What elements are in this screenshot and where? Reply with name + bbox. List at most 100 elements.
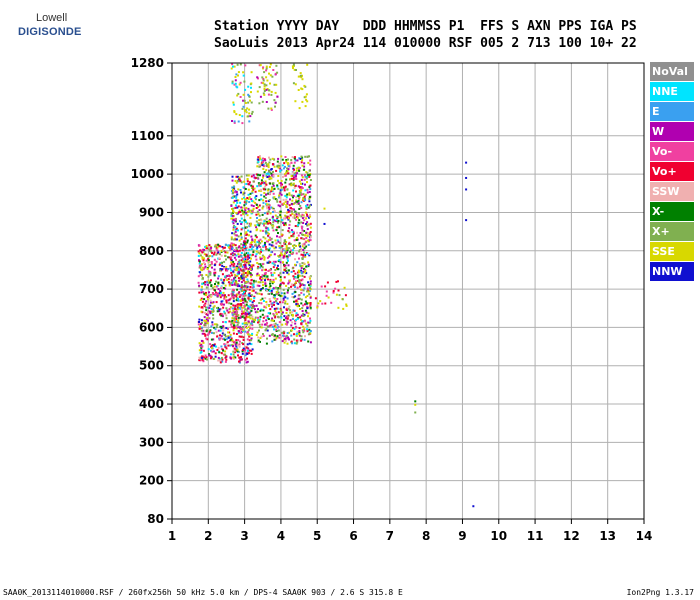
echo-point — [231, 217, 234, 220]
echo-point — [250, 257, 252, 260]
echo-point — [250, 264, 253, 267]
echo-point — [258, 244, 260, 247]
echo-point — [222, 248, 224, 251]
echo-point — [286, 193, 289, 196]
echo-point — [241, 221, 244, 224]
echo-point — [300, 250, 303, 253]
echo-point — [262, 174, 265, 177]
echo-point — [246, 241, 249, 244]
echo-point — [300, 248, 303, 250]
echo-point — [258, 199, 261, 202]
echo-point — [308, 289, 311, 292]
echo-point — [218, 351, 221, 354]
echo-point — [243, 204, 246, 207]
echo-point — [255, 173, 258, 176]
echo-point — [270, 90, 273, 93]
echo-point — [240, 232, 242, 235]
echo-point — [279, 192, 282, 195]
echo-point — [259, 238, 262, 241]
echo-point — [259, 258, 262, 261]
echo-point — [279, 276, 282, 278]
echo-point — [299, 74, 302, 77]
echo-point — [283, 247, 286, 250]
echo-point — [265, 169, 268, 172]
echo-point — [271, 206, 274, 209]
echo-point — [227, 274, 230, 277]
echo-point — [293, 217, 296, 220]
legend-entry-ssw: SSW — [650, 182, 694, 201]
echo-point — [272, 208, 275, 211]
echo-point — [295, 239, 298, 241]
echo-point — [302, 249, 305, 251]
echo-point — [256, 185, 259, 188]
echo-point — [251, 289, 254, 292]
echo-point — [285, 171, 288, 174]
echo-point — [268, 72, 270, 75]
echo-point — [280, 336, 283, 339]
echo-point — [271, 273, 274, 276]
chart-points — [197, 63, 475, 508]
echo-point — [281, 323, 284, 326]
echo-point — [261, 207, 264, 210]
echo-point — [261, 100, 264, 103]
echo-point — [279, 191, 282, 194]
echo-point — [282, 288, 285, 291]
echo-point — [279, 242, 282, 244]
echo-point — [263, 306, 266, 309]
echo-point — [288, 279, 291, 282]
echo-point — [223, 343, 226, 346]
echo-point — [221, 360, 224, 363]
echo-point — [290, 159, 293, 161]
echo-point — [224, 335, 227, 338]
echo-point — [239, 201, 242, 204]
echo-point — [245, 321, 248, 324]
echo-point — [214, 245, 216, 248]
echo-point — [280, 316, 283, 319]
echo-point — [248, 120, 251, 123]
echo-point — [286, 200, 289, 203]
echo-point — [221, 313, 224, 316]
echo-point — [265, 76, 268, 79]
echo-point — [220, 249, 223, 252]
echo-point — [294, 184, 297, 187]
echo-point — [201, 249, 204, 252]
echo-point — [269, 280, 272, 283]
echo-point — [266, 231, 269, 234]
echo-point — [303, 245, 306, 247]
echo-point — [244, 247, 247, 250]
echo-point — [260, 198, 263, 201]
echo-point — [219, 337, 222, 340]
echo-point — [205, 320, 208, 323]
echo-point — [303, 247, 306, 250]
echo-point — [280, 186, 283, 189]
echo-point — [296, 200, 299, 203]
echo-point — [258, 302, 261, 304]
echo-point — [211, 323, 214, 326]
echo-point — [297, 212, 300, 215]
echo-point — [273, 323, 276, 326]
echo-point — [298, 180, 301, 183]
echo-point — [251, 253, 254, 256]
echo-point — [253, 281, 255, 284]
echo-point — [271, 317, 274, 320]
echo-point — [300, 201, 303, 204]
echo-point — [213, 271, 216, 274]
echo-point — [263, 195, 266, 198]
echo-point — [259, 183, 262, 186]
echo-point — [250, 298, 253, 301]
echo-point — [228, 256, 231, 259]
echo-point — [239, 358, 242, 361]
echo-point — [270, 292, 273, 295]
echo-point — [258, 184, 261, 187]
echo-point — [287, 289, 289, 292]
echo-point — [234, 219, 237, 222]
echo-point — [283, 341, 286, 344]
echo-point — [235, 283, 238, 285]
echo-point — [234, 244, 237, 247]
echo-point — [248, 294, 251, 297]
echo-point — [280, 169, 283, 172]
echo-point — [265, 204, 268, 207]
echo-point — [229, 333, 232, 336]
legend-entry-x: X- — [650, 202, 694, 221]
x-tick-label: 11 — [527, 529, 544, 543]
